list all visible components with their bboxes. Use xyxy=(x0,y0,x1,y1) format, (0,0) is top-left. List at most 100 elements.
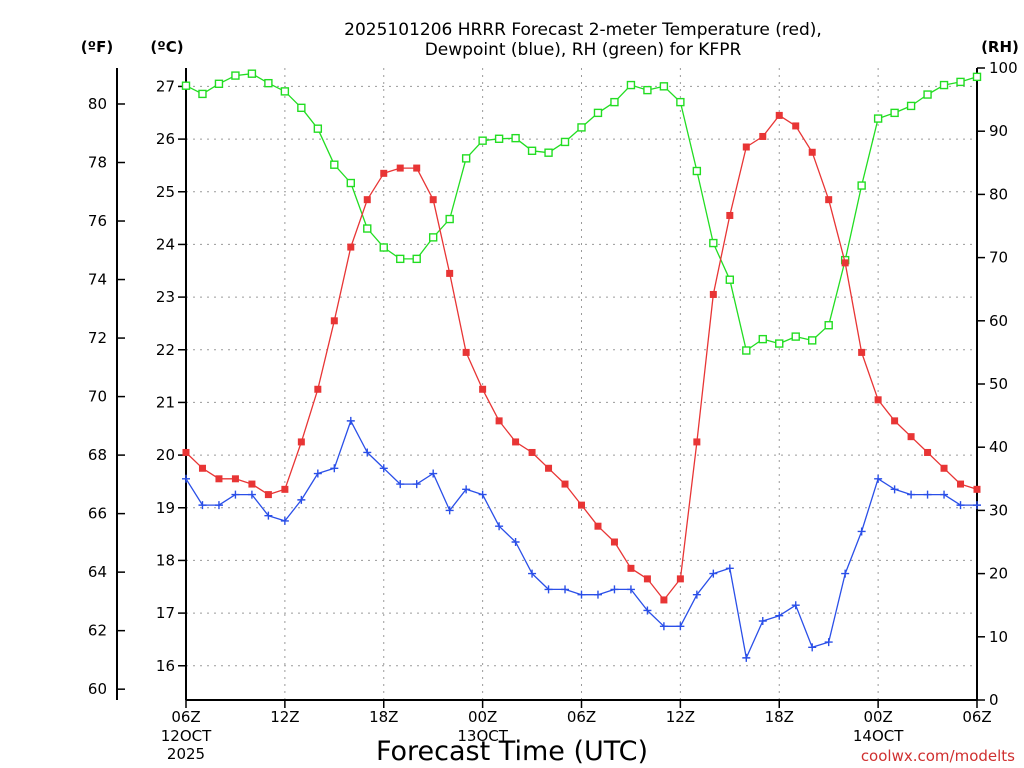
temperature-point xyxy=(759,132,767,140)
rh-tick-label: 30 xyxy=(989,501,1008,519)
dewpoint-point xyxy=(264,511,273,520)
temperature-point xyxy=(808,148,816,156)
rh-point xyxy=(297,103,306,113)
rh-tick-label: 50 xyxy=(989,375,1008,393)
temperature-point xyxy=(825,196,833,204)
dewpoint-point xyxy=(346,416,355,425)
fahrenheit-tick-label: 66 xyxy=(88,505,107,523)
rh-point xyxy=(824,321,833,330)
temperature-point xyxy=(462,348,470,356)
celsius-tick-label: 26 xyxy=(156,130,175,148)
dewpoint-point xyxy=(396,480,405,489)
temperature-point xyxy=(495,417,503,425)
celsius-tick-label: 25 xyxy=(156,183,175,201)
dewpoint-point xyxy=(923,490,932,499)
fahrenheit-tick-label: 74 xyxy=(88,271,107,289)
celsius-unit-label: (ºC) xyxy=(150,38,183,56)
rh-tick-label: 0 xyxy=(989,691,999,709)
rh-point xyxy=(791,332,800,341)
dewpoint-point xyxy=(907,490,916,499)
dewpoint-point xyxy=(824,638,833,647)
temperature-point xyxy=(528,448,536,456)
temperature-point xyxy=(446,269,454,277)
rh-point xyxy=(231,71,240,80)
dewpoint-point xyxy=(610,585,619,594)
dewpoint-point xyxy=(973,501,981,510)
rh-point xyxy=(313,124,323,133)
rh-point xyxy=(264,78,273,88)
dewpoint-point xyxy=(313,469,322,478)
rh-point xyxy=(923,90,932,99)
celsius-tick-label: 16 xyxy=(156,657,175,675)
dewpoint-point xyxy=(659,622,668,631)
temperature-point xyxy=(512,438,520,446)
dewpoint-point xyxy=(709,569,718,578)
fahrenheit-tick-label: 68 xyxy=(88,446,107,464)
celsius-tick-label: 27 xyxy=(156,77,175,95)
temperature-point xyxy=(380,169,388,177)
celsius-tick-label: 22 xyxy=(156,341,175,359)
fahrenheit-tick-label: 70 xyxy=(88,388,107,406)
rh-point xyxy=(527,146,537,155)
dewpoint-point xyxy=(643,606,652,615)
rh-point xyxy=(956,77,965,87)
dewpoint-point xyxy=(247,490,256,499)
rh-tick-label: 60 xyxy=(989,312,1008,330)
rh-point xyxy=(906,101,916,111)
dewpoint-point xyxy=(808,643,817,652)
temperature-point xyxy=(924,448,932,456)
fahrenheit-tick-label: 64 xyxy=(88,563,107,581)
temperature-point xyxy=(314,385,322,393)
date-tick-label: 12OCT xyxy=(161,727,212,745)
rh-point xyxy=(461,154,471,163)
temperature-point xyxy=(627,564,635,572)
rh-point xyxy=(692,166,702,176)
fahrenheit-unit-label: (ºF) xyxy=(81,38,113,56)
dewpoint-point xyxy=(775,611,784,620)
temperature-point xyxy=(973,485,981,493)
time-tick-label: 12Z xyxy=(270,708,299,726)
rh-point xyxy=(873,114,883,123)
temperature-point xyxy=(297,438,305,446)
dewpoint-point xyxy=(593,590,602,599)
temperature-point xyxy=(198,464,206,472)
fahrenheit-tick-label: 78 xyxy=(88,154,107,172)
dewpoint-point xyxy=(758,617,767,625)
dewpoint-point xyxy=(857,527,866,536)
rh-point xyxy=(280,87,290,96)
rh-point xyxy=(247,69,257,78)
celsius-tick-label: 21 xyxy=(156,393,175,411)
temperature-point xyxy=(792,122,800,130)
dewpoint-point xyxy=(692,590,701,599)
temperature-point xyxy=(413,164,421,172)
celsius-tick-label: 23 xyxy=(156,288,175,306)
temperature-point xyxy=(281,485,289,493)
temperature-point xyxy=(742,143,750,151)
dewpoint-point xyxy=(379,464,388,473)
dewpoint-point xyxy=(412,480,421,489)
rh-point xyxy=(659,82,669,91)
temperature-point xyxy=(182,448,190,456)
rh-point xyxy=(610,97,619,107)
year-tick-label: 2025 xyxy=(167,745,205,763)
time-tick-label: 06Z xyxy=(567,708,596,726)
dewpoint-point xyxy=(182,474,190,483)
temperature-point xyxy=(330,317,338,325)
time-tick-label: 12Z xyxy=(666,708,695,726)
rh-point xyxy=(198,89,207,99)
dewpoint-point xyxy=(214,501,223,510)
fahrenheit-tick-label: 80 xyxy=(88,95,107,113)
rh-tick-label: 70 xyxy=(989,249,1008,267)
fahrenheit-tick-label: 62 xyxy=(88,622,107,640)
rh-point xyxy=(379,243,388,252)
temperature-point xyxy=(561,480,569,488)
rh-point xyxy=(560,137,570,147)
rh-point xyxy=(939,80,949,90)
chart-title-line1: 2025101206 HRRR Forecast 2-meter Tempera… xyxy=(344,20,822,40)
dewpoint-point xyxy=(874,474,883,483)
rh-point xyxy=(890,108,899,118)
rh-point xyxy=(346,178,355,188)
dewpoint-point xyxy=(791,601,800,610)
dewpoint-point xyxy=(363,448,372,457)
